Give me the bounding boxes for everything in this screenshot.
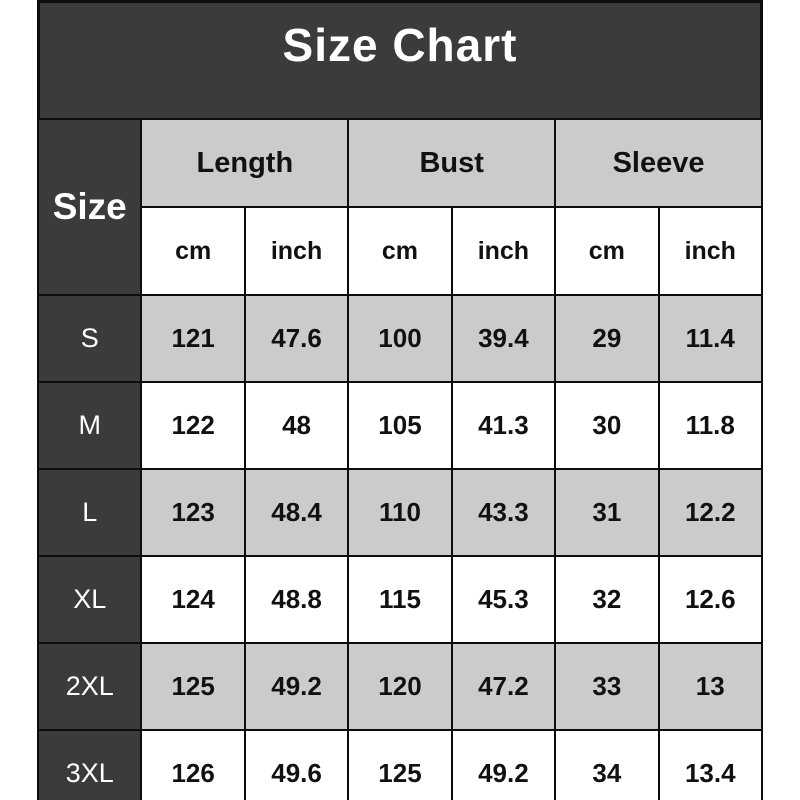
unit-header-length-inch: inch (243, 206, 350, 296)
unit-header-sleeve-inch: inch (657, 206, 764, 296)
unit-header-sleeve-cm: cm (554, 206, 660, 296)
table-row-2xl: 2XL 125 49.2 120 47.2 33 13 (36, 642, 764, 731)
value-cell: 49.2 (450, 729, 557, 800)
value-cell: 125 (347, 729, 453, 800)
value-cell: 32 (554, 555, 660, 644)
value-cell: 12.6 (657, 555, 764, 644)
value-cell: 105 (347, 381, 453, 470)
value-cell: 122 (140, 381, 246, 470)
value-cell: 29 (554, 294, 660, 383)
unit-header-bust-cm: cm (347, 206, 453, 296)
value-cell: 121 (140, 294, 246, 383)
group-header-bust: Bust (347, 118, 557, 208)
corner-size-header: Size (36, 118, 143, 296)
group-header-row: Size Length Bust Sleeve (36, 118, 763, 296)
table-row-xl: XL 124 48.8 115 45.3 32 12.6 (36, 555, 764, 644)
value-cell: 39.4 (450, 294, 557, 383)
value-cell: 110 (347, 468, 453, 557)
value-cell: 13 (657, 642, 764, 731)
value-cell: 30 (554, 381, 660, 470)
size-chart-sheet: Size Chart Size Length Bust Sleeve cm in… (36, 0, 764, 800)
value-cell: 33 (554, 642, 660, 731)
value-cell: 124 (140, 555, 246, 644)
value-cell: 41.3 (450, 381, 557, 470)
size-label-cell: XL (36, 555, 143, 644)
value-cell: 100 (347, 294, 453, 383)
table-row-l: L 123 48.4 110 43.3 31 12.2 (36, 468, 764, 557)
value-cell: 115 (347, 555, 453, 644)
title-bar: Size Chart (37, 0, 763, 118)
size-label-cell: M (36, 381, 143, 470)
value-cell: 11.4 (657, 294, 764, 383)
value-cell: 123 (140, 468, 246, 557)
group-header-length: Length (140, 118, 350, 208)
value-cell: 13.4 (657, 729, 764, 800)
size-label-cell: L (36, 468, 143, 557)
unit-header-bust-inch: inch (450, 206, 557, 296)
value-cell: 43.3 (450, 468, 557, 557)
size-label-cell: 3XL (36, 729, 143, 800)
value-cell: 45.3 (450, 555, 557, 644)
value-cell: 48 (243, 381, 350, 470)
value-cell: 47.6 (243, 294, 350, 383)
value-cell: 48.8 (243, 555, 350, 644)
value-cell: 31 (554, 468, 660, 557)
size-label-cell: 2XL (36, 642, 143, 731)
table-row-m: M 122 48 105 41.3 30 11.8 (36, 381, 764, 470)
value-cell: 120 (347, 642, 453, 731)
value-cell: 11.8 (657, 381, 764, 470)
value-cell: 125 (140, 642, 246, 731)
value-cell: 12.2 (657, 468, 764, 557)
size-label-cell: S (36, 294, 143, 383)
size-table: Size Length Bust Sleeve cm inch cm inch … (36, 118, 764, 800)
value-cell: 126 (140, 729, 246, 800)
table-row-3xl: 3XL 126 49.6 125 49.2 34 13.4 (36, 729, 764, 800)
page-title: Size Chart (282, 18, 518, 71)
unit-header-row: cm inch cm inch cm inch (38, 206, 764, 296)
unit-header-length-cm: cm (140, 206, 246, 296)
value-cell: 47.2 (450, 642, 557, 731)
value-cell: 49.6 (243, 729, 350, 800)
table-row-s: S 121 47.6 100 39.4 29 11.4 (36, 294, 764, 383)
value-cell: 48.4 (243, 468, 350, 557)
group-header-sleeve: Sleeve (554, 118, 763, 208)
value-cell: 49.2 (243, 642, 350, 731)
value-cell: 34 (554, 729, 660, 800)
